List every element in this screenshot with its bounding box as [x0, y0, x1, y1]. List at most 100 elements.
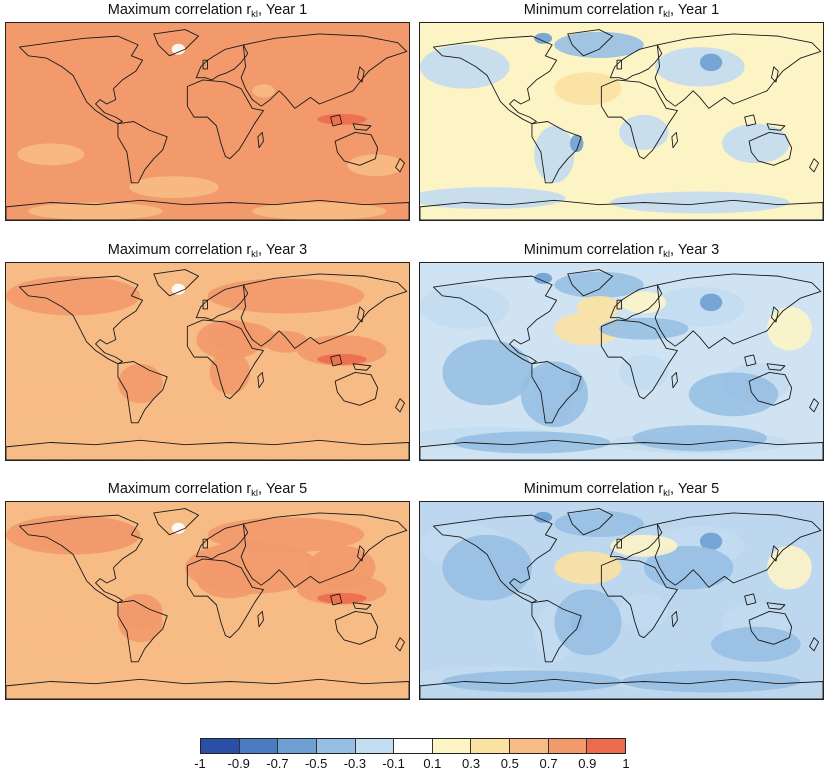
coastlines — [6, 509, 409, 699]
correlation-patch — [6, 36, 141, 76]
panel-title-year: , Year 5 — [258, 481, 308, 497]
coastline-uk — [617, 60, 621, 69]
coastline-japan — [358, 67, 365, 82]
correlation-patch — [252, 84, 275, 98]
coastline-madagascar — [258, 611, 264, 626]
correlation-patch — [520, 361, 588, 428]
coastline-borneo — [745, 594, 756, 605]
coastline-asia — [241, 513, 407, 587]
coastline-africa — [187, 320, 263, 399]
correlation-patch — [619, 354, 669, 390]
colorbar-tick-label: -0.5 — [304, 756, 328, 771]
coastline-north-america — [433, 36, 556, 124]
correlation-patch — [554, 31, 644, 59]
coastline-japan — [358, 307, 365, 322]
correlation-patch — [6, 276, 141, 316]
panel-title: Minimum correlation rkl, Year 1 — [419, 0, 824, 20]
coastline-borneo — [745, 355, 756, 366]
coastline-new-guinea — [353, 124, 371, 131]
correlation-patch — [621, 291, 667, 314]
map-canvas — [420, 23, 823, 220]
correlation-patch — [347, 633, 404, 656]
colorbar-segment — [394, 739, 433, 753]
coastline-borneo — [331, 355, 342, 366]
coastline-north-america — [433, 276, 556, 364]
panel-title-main: Maximum correlation r — [107, 481, 252, 497]
coastline-greenland — [154, 270, 199, 296]
panel-title-subscript: kl — [251, 488, 259, 499]
correlation-patch — [767, 66, 812, 111]
colorbar-segment — [587, 739, 626, 753]
correlation-map — [419, 22, 824, 221]
coastline-north-america — [433, 515, 556, 603]
correlation-patch — [207, 322, 275, 353]
correlation-patch — [420, 44, 510, 89]
correlation-map — [419, 262, 824, 461]
correlation-patch — [554, 312, 622, 346]
correlation-patch — [207, 38, 365, 74]
colorbar-tick-label: 0.5 — [500, 756, 519, 771]
coastline-north-america — [19, 515, 142, 603]
panel-title-year: , Year 3 — [258, 242, 308, 258]
coastline-greenland — [568, 509, 613, 535]
panel-title-subscript: kl — [663, 9, 671, 20]
colorbar-tick-label: -0.9 — [227, 756, 250, 771]
panel-title: Maximum correlation rkl, Year 3 — [5, 240, 410, 260]
colorbar-segment — [432, 739, 472, 753]
correlation-patch — [711, 626, 801, 662]
correlation-patch — [554, 551, 622, 585]
coastline-japan — [772, 307, 779, 322]
coastline-south-america — [118, 362, 167, 423]
colorbar-tick-label: -0.1 — [382, 756, 405, 771]
correlation-patch — [28, 517, 141, 553]
coastline-australia — [749, 132, 792, 165]
colorbar-segment — [548, 739, 588, 753]
coastline-asia — [241, 274, 407, 348]
correlation-patch — [632, 424, 768, 452]
correlation-patch — [534, 272, 553, 284]
correlation-patch — [209, 350, 251, 395]
correlation-patch — [347, 154, 404, 177]
correlation-map — [5, 22, 410, 221]
colorbar-segment — [278, 739, 317, 753]
correlation-patch — [767, 545, 812, 590]
coastline-japan — [772, 67, 779, 82]
correlation-patch — [554, 589, 622, 656]
coastline-madagascar — [672, 611, 678, 626]
correlation-patch — [252, 681, 387, 699]
coastline-uk — [203, 539, 207, 548]
correlation-patch — [28, 202, 163, 220]
coastline-uk — [203, 60, 207, 69]
colorbar-segment — [239, 739, 279, 753]
correlation-patch — [129, 416, 219, 439]
correlation-patch — [207, 278, 365, 314]
panel-title: Minimum correlation rkl, Year 5 — [419, 479, 824, 499]
coastline-australia — [335, 372, 378, 405]
correlation-patch — [17, 383, 85, 406]
coastline-new-guinea — [353, 603, 371, 610]
coastline-asia — [655, 34, 821, 108]
map-canvas — [420, 502, 823, 699]
correlation-patch — [28, 442, 163, 460]
correlation-patch — [534, 125, 575, 183]
coastline-borneo — [745, 115, 756, 126]
correlation-patch — [554, 72, 622, 106]
correlation-map — [5, 262, 410, 461]
correlation-map — [419, 501, 824, 700]
map-canvas — [6, 263, 409, 460]
correlation-patch — [655, 287, 745, 327]
coastline-japan — [772, 546, 779, 561]
map-panel-6: Minimum correlation rkl, Year 5 — [419, 479, 824, 701]
coastline-new-guinea — [767, 364, 785, 371]
panel-title-main: Maximum correlation r — [107, 242, 252, 258]
coastline-africa — [601, 320, 677, 399]
panel-title-main: Minimum correlation r — [523, 481, 664, 497]
correlation-patch — [610, 191, 790, 214]
panel-title: Maximum correlation rkl, Year 5 — [5, 479, 410, 499]
correlation-patch — [554, 510, 644, 538]
map-panel-1: Maximum correlation rkl, Year 1 — [5, 0, 410, 222]
colorbar-segment — [316, 739, 356, 753]
colorbar-tick-label: -1 — [194, 756, 206, 771]
map-panel-5: Maximum correlation rkl, Year 5 — [5, 479, 410, 701]
coastline-south-america — [532, 122, 581, 183]
